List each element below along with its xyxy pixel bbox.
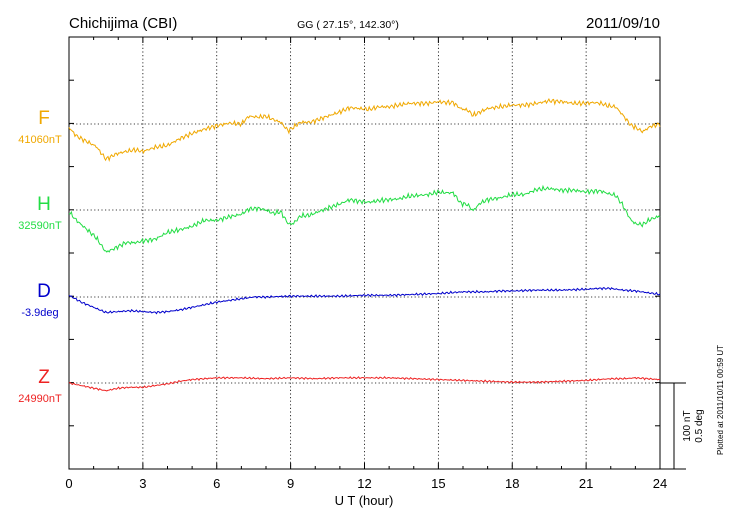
x-tick-label-21: 21 — [579, 476, 593, 491]
x-tick-label-24: 24 — [653, 476, 667, 491]
x-axis-label: U T (hour) — [335, 493, 394, 508]
station-coordinates: GG ( 27.15°, 142.30°) — [297, 19, 399, 31]
axis-ticks — [68, 36, 661, 470]
series-baseline-Z: 24990nT — [18, 393, 62, 405]
record-date: 2011/09/10 — [586, 15, 660, 32]
x-tick-labels: 0 3 6 9 12 15 18 21 24 — [65, 476, 667, 491]
series-labels: F 41060nT H 32590nT D -3.9deg Z 24990nT — [18, 108, 62, 405]
series-name-Z: Z — [38, 367, 50, 388]
series-name-H: H — [37, 194, 51, 215]
x-tick-label-18: 18 — [505, 476, 519, 491]
series-line-D — [68, 286, 661, 315]
series-name-F: F — [38, 108, 50, 129]
series-lines — [68, 98, 661, 392]
x-tick-label-12: 12 — [357, 476, 371, 491]
scale-nt-label: 100 nT — [682, 410, 693, 441]
station-title: Chichijima (CBI) — [69, 15, 177, 32]
x-tick-label-3: 3 — [139, 476, 146, 491]
series-baseline-F: 41060nT — [18, 134, 62, 146]
x-tick-label-15: 15 — [431, 476, 445, 491]
series-line-Z — [68, 376, 661, 392]
series-line-F — [68, 98, 661, 162]
grid-lines — [69, 37, 660, 469]
x-tick-label-6: 6 — [213, 476, 220, 491]
scale-deg-label: 0.5 deg — [694, 409, 705, 442]
series-line-H — [68, 184, 661, 253]
scale-bar: 100 nT 0.5 deg — [660, 382, 705, 470]
plotted-timestamp: Plotted at 2011/10/11 00:59 UT — [716, 345, 725, 455]
x-tick-label-9: 9 — [287, 476, 294, 491]
series-baseline-D: -3.9deg — [21, 307, 58, 319]
series-baseline-H: 32590nT — [18, 220, 62, 232]
x-tick-label-0: 0 — [65, 476, 72, 491]
series-name-D: D — [37, 281, 51, 302]
